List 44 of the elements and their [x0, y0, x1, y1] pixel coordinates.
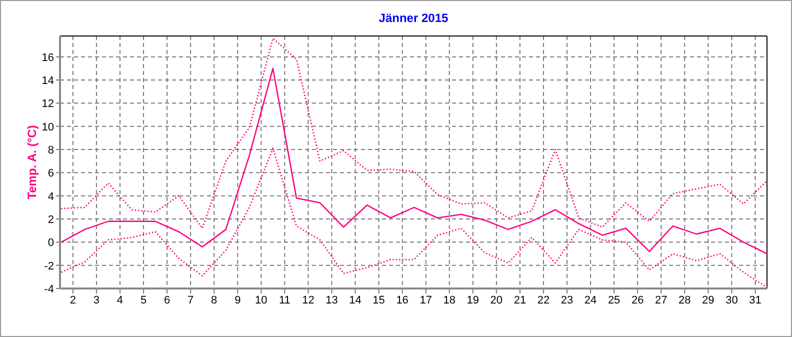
y-tick-label: 10 — [42, 121, 54, 134]
x-tick-label: 12 — [302, 294, 314, 306]
x-tick-label: 29 — [702, 294, 714, 306]
y-axis-title: Temp. A. (°C) — [25, 125, 39, 200]
y-tick-label: 8 — [48, 144, 54, 157]
x-tick-label: 27 — [655, 294, 668, 306]
x-tick-label: 2 — [70, 294, 76, 306]
x-tick-label: 3 — [93, 294, 100, 306]
x-tick-label: 6 — [164, 294, 170, 306]
x-tick-label: 10 — [255, 294, 268, 306]
x-tick-label: 28 — [678, 294, 691, 306]
x-tick-label: 8 — [211, 294, 218, 306]
y-tick-label: -4 — [44, 284, 54, 296]
x-tick-label: 15 — [372, 294, 385, 306]
x-tick-label: 17 — [420, 294, 432, 306]
y-tick-label: 0 — [48, 237, 54, 250]
y-tick-label: 12 — [42, 98, 54, 110]
x-tick-label: 20 — [490, 294, 503, 306]
x-tick-label: 24 — [584, 294, 597, 306]
x-tick-label: 11 — [278, 294, 290, 306]
x-tick-label: 21 — [514, 294, 526, 306]
y-tick-label: 2 — [48, 214, 54, 226]
x-tick-label: 18 — [443, 294, 456, 306]
y-tick-label: -2 — [44, 260, 54, 272]
x-tick-label: 16 — [396, 294, 408, 306]
chart-title: Jänner 2015 — [378, 11, 449, 25]
y-tick-label: 6 — [48, 168, 54, 180]
x-tick-label: 31 — [749, 294, 762, 306]
x-tick-label: 9 — [234, 294, 241, 306]
x-tick-label: 4 — [116, 294, 124, 306]
x-tick-label: 19 — [466, 294, 480, 306]
x-tick-label: 5 — [140, 294, 147, 306]
x-tick-label: 14 — [349, 294, 362, 306]
y-tick-label: 4 — [48, 190, 54, 203]
x-tick-label: 13 — [326, 294, 338, 306]
x-tick-label: 23 — [560, 294, 574, 306]
x-tick-label: 22 — [537, 294, 550, 306]
x-tick-label: 25 — [608, 294, 620, 306]
x-tick-label: 30 — [726, 294, 738, 306]
x-tick-label: 7 — [188, 294, 194, 306]
y-tick-label: 14 — [42, 75, 54, 88]
line-series — [60, 68, 768, 254]
x-tick-label: 26 — [631, 294, 644, 306]
y-tick-label: 16 — [42, 52, 54, 64]
